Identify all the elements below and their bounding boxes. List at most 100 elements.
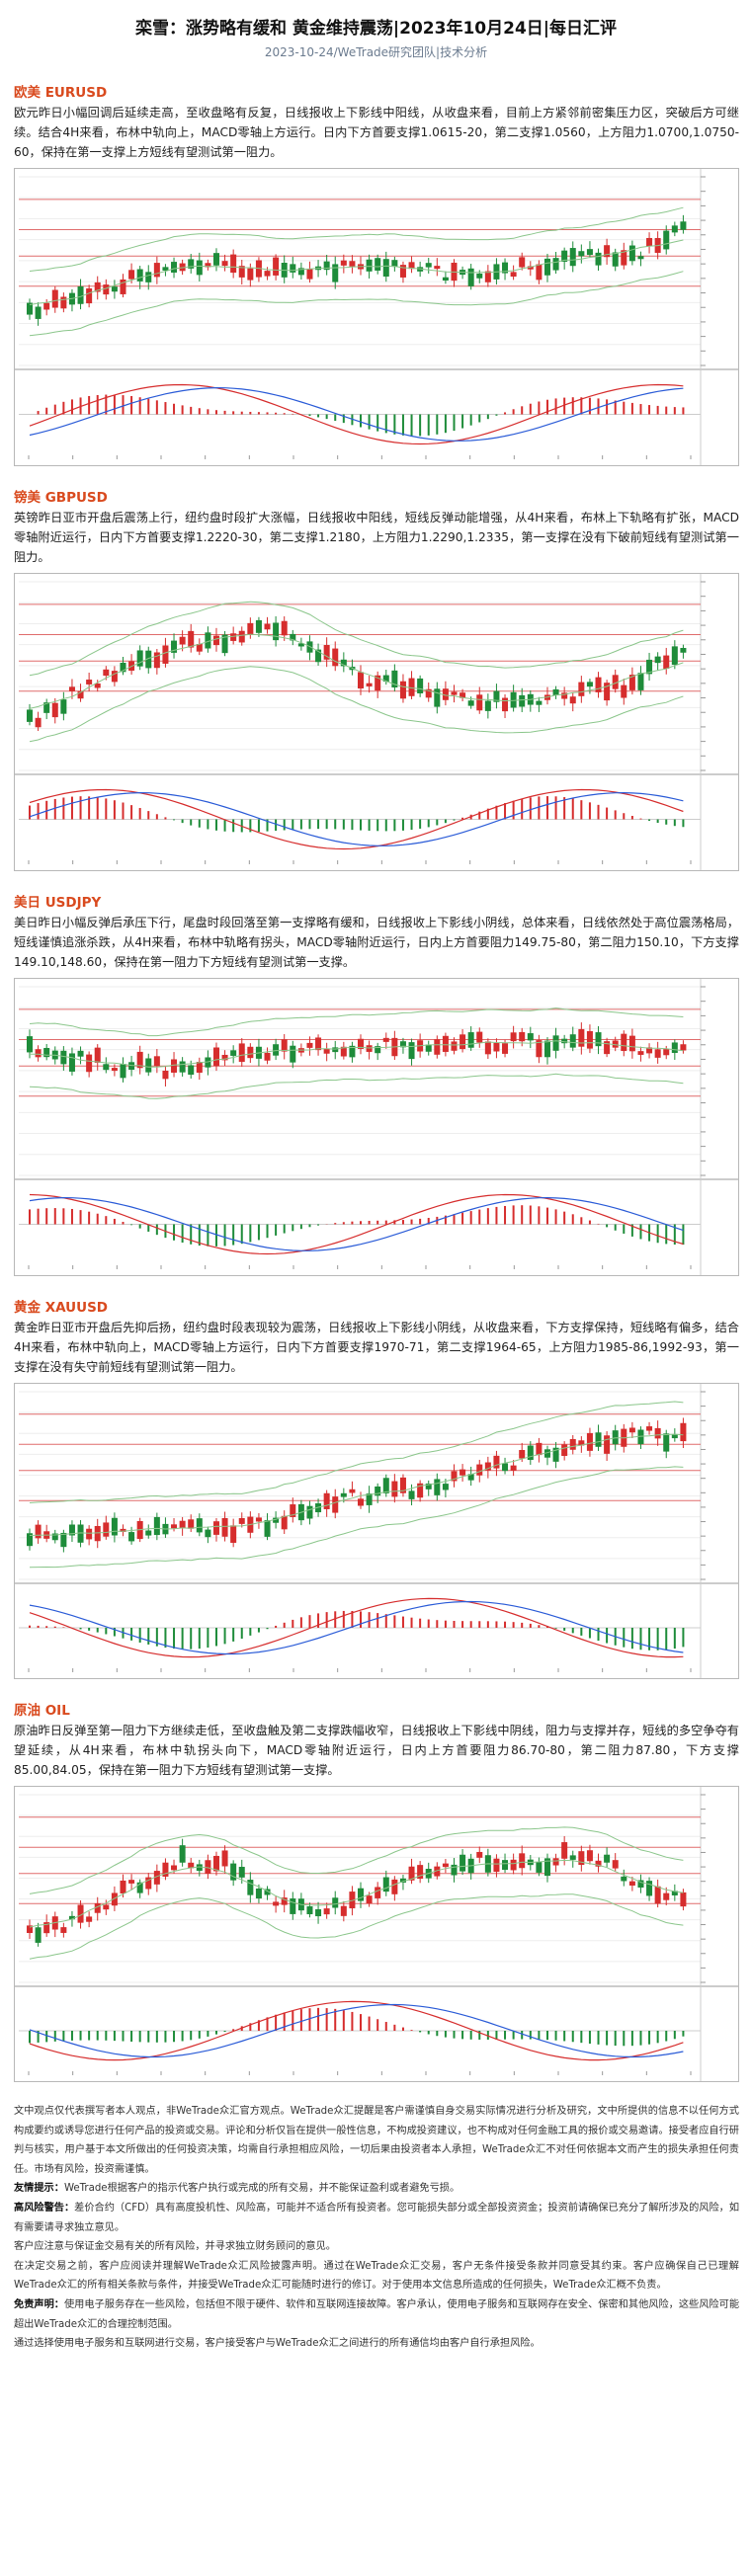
candle (205, 1860, 211, 1875)
candle (519, 1031, 526, 1042)
candle (493, 1042, 500, 1052)
candle (637, 673, 644, 690)
candle (460, 1469, 466, 1476)
candle (604, 1435, 611, 1454)
candle (527, 266, 534, 270)
candle (221, 1517, 228, 1537)
candle (536, 1040, 543, 1058)
candle (654, 1427, 661, 1439)
candle (323, 644, 330, 660)
candle (680, 1422, 687, 1442)
candle (671, 1433, 678, 1439)
candle (621, 250, 627, 266)
candle (221, 1850, 228, 1867)
candle (451, 1471, 458, 1482)
candle (604, 1041, 611, 1055)
candle (153, 1871, 160, 1885)
disclaimer: 文中观点仅代表撰写者本人观点，非WeTrade众汇官方观点。WeTrade众汇提… (14, 2102, 739, 2354)
candle (663, 1049, 670, 1056)
candle (94, 282, 101, 292)
candle (366, 259, 373, 272)
bollinger-upper (29, 206, 684, 272)
candle (543, 1040, 550, 1058)
candle (569, 696, 576, 704)
candle (221, 261, 228, 267)
candle (290, 1045, 296, 1063)
candle (60, 1927, 67, 1933)
candle (136, 1051, 143, 1069)
candle (230, 1050, 237, 1056)
candle (332, 1897, 339, 1908)
candle (578, 1440, 585, 1446)
candle (77, 1050, 84, 1057)
candle (188, 259, 195, 269)
candle (264, 271, 271, 277)
candle (621, 684, 627, 698)
candle (281, 1515, 288, 1530)
candle (595, 1032, 602, 1047)
usdjpy-chart (14, 978, 739, 1276)
candle (179, 1520, 186, 1529)
candle (399, 1878, 406, 1883)
bollinger-upper (29, 1007, 684, 1037)
candle (375, 1046, 381, 1054)
article-title: 栾雪：涨势略有缓和 黄金维持震荡|2023年10月24日|每日汇评 (135, 19, 617, 39)
macd-signal-line (29, 1600, 684, 1655)
bollinger-middle (29, 1433, 684, 1536)
candle (290, 1504, 296, 1517)
candle (561, 250, 568, 262)
candle (349, 1045, 356, 1058)
candle (671, 225, 678, 233)
candle (536, 264, 543, 281)
disclaimer-paragraph: 友情提示：WeTrade根据客户的指示代客户执行或完成的所有交易，并不能保证盈利… (14, 2183, 460, 2195)
candle (680, 221, 687, 230)
section-heading-oil: 原油 OIL (14, 1703, 70, 1719)
candle (136, 269, 143, 282)
disclaimer-paragraph: 通过选择使用电子服务和互联网进行交易，客户接受客户与WeTrade众汇之间进行的… (14, 2338, 541, 2350)
candle (255, 1889, 262, 1899)
candle (382, 1478, 389, 1493)
candle (86, 287, 93, 304)
candle (467, 1474, 474, 1481)
candle (315, 1037, 322, 1051)
candle (281, 620, 288, 636)
candle (569, 1438, 576, 1450)
candle (86, 1528, 93, 1540)
candle (27, 302, 34, 315)
candle (179, 1845, 186, 1863)
candle (391, 260, 398, 268)
candle (628, 1427, 635, 1433)
candle (425, 263, 432, 268)
candle (382, 259, 389, 278)
candle (578, 1851, 585, 1866)
candle (502, 262, 509, 274)
candle (238, 1043, 245, 1063)
candle (382, 1037, 389, 1042)
candle (366, 1895, 373, 1904)
candle (281, 1039, 288, 1052)
candle (273, 257, 280, 276)
candle (519, 1450, 526, 1459)
candle (68, 686, 75, 691)
bollinger-lower (29, 666, 684, 743)
candle (442, 1035, 449, 1052)
candle (434, 1866, 441, 1877)
candle (510, 1032, 517, 1042)
candle (484, 1462, 491, 1471)
candle (467, 1032, 474, 1048)
candle (94, 1047, 101, 1063)
candle (680, 647, 687, 653)
candle (323, 1048, 330, 1054)
candle (434, 1039, 441, 1055)
candle (103, 1904, 110, 1910)
candle (103, 284, 110, 295)
candle (578, 1028, 585, 1047)
candle (340, 1905, 347, 1916)
candle (671, 1891, 678, 1895)
candle (86, 680, 93, 684)
candle (502, 1043, 509, 1054)
candle (451, 1041, 458, 1051)
candle (238, 1517, 245, 1524)
candle (60, 699, 67, 714)
eurusd-chart (14, 168, 739, 466)
